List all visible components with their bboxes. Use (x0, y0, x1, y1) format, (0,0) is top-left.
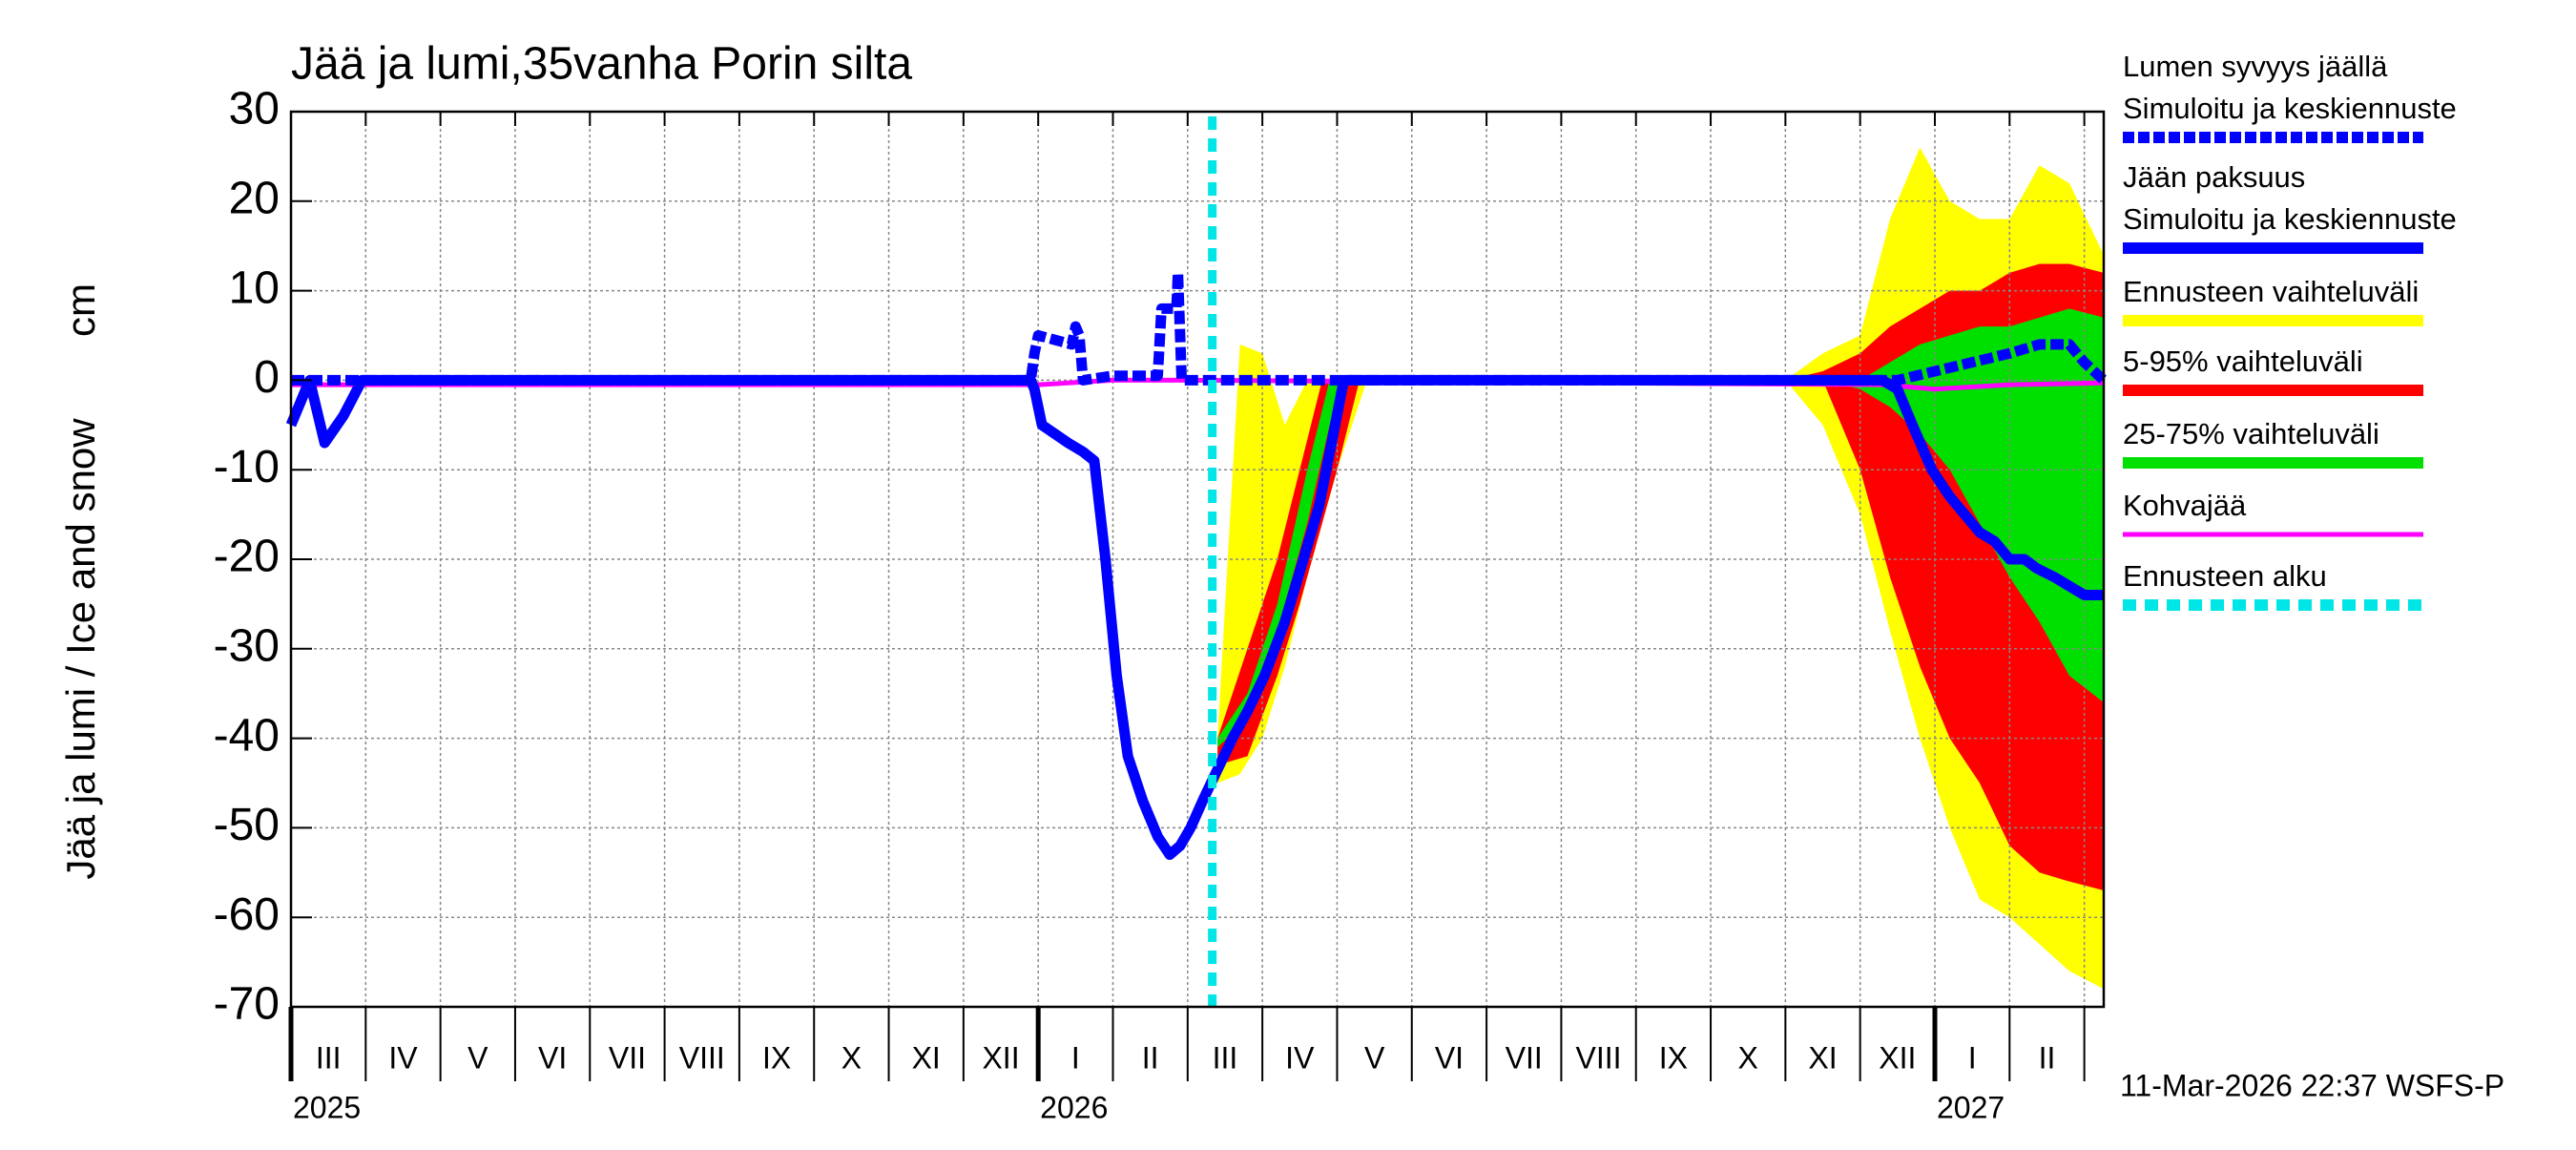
y-axis-unit: cm (58, 283, 103, 337)
y-tick-label: -20 (214, 532, 280, 582)
x-tick-label: II (2039, 1040, 2056, 1075)
legend-label: Simuloitu ja keskiennuste (2123, 202, 2457, 236)
y-tick-label: 0 (254, 352, 280, 403)
plot-frame (289, 110, 2106, 1009)
legend: Lumen syvyys jäällä Simuloitu ja keskienn… (2123, 50, 2457, 611)
legend-label: Lumen syvyys jäällä (2123, 50, 2388, 83)
chart-title: Jää ja lumi,35vanha Porin silta (291, 39, 912, 90)
x-tick-label: XII (1879, 1040, 1916, 1075)
x-tick-label: VI (1435, 1040, 1464, 1075)
y-tick-label: -40 (214, 710, 280, 761)
year-label: 2025 (293, 1090, 361, 1124)
x-tick-label: II (1142, 1040, 1159, 1075)
year-label: 2027 (1937, 1090, 2005, 1124)
year-label: 2026 (1040, 1090, 1108, 1124)
x-tick-label: VII (1506, 1040, 1543, 1075)
x-tick-label: VI (538, 1040, 567, 1075)
x-tick-label: III (1213, 1040, 1238, 1075)
legend-label: 5-95% vaihteluväli (2123, 345, 2363, 378)
legend-label: Ennusteen alku (2123, 559, 2327, 593)
y-tick-label: -50 (214, 800, 280, 850)
x-tick-label: V (1364, 1040, 1385, 1075)
band-area (1217, 308, 2104, 747)
y-tick-label: -70 (214, 979, 280, 1030)
y-tick-label: -60 (214, 889, 280, 940)
y-tick-label: -10 (214, 442, 280, 492)
x-tick-label: I (1071, 1040, 1080, 1075)
x-tick-label: III (316, 1040, 342, 1075)
plot-area (285, 111, 2108, 1008)
x-tick-label: VIII (1576, 1040, 1622, 1075)
footer: 11-Mar-2026 22:37 WSFS-P (2120, 1068, 2504, 1102)
x-tick-label: XI (1808, 1040, 1837, 1075)
x-tick-label: IV (388, 1040, 418, 1075)
x-tick-label: XII (982, 1040, 1019, 1075)
legend-label: Simuloitu ja keskiennuste (2123, 92, 2457, 125)
y-tick-label: -30 (214, 620, 280, 671)
y-axis-label: Jää ja lumi / Ice and snow (58, 418, 103, 880)
x-tick-label: X (841, 1040, 862, 1075)
snow-line (291, 267, 2108, 386)
band-area (1217, 263, 2104, 891)
legend-label: Jään paksuus (2123, 160, 2305, 194)
x-tick-label: IX (762, 1040, 791, 1075)
x-tick-label: VII (609, 1040, 646, 1075)
y-tick-label: 10 (229, 262, 280, 313)
legend-label: Ennusteen vaihteluväli (2123, 275, 2419, 308)
legend-label: Kohvajää (2123, 489, 2247, 522)
x-tick-label: X (1738, 1040, 1758, 1075)
x-tick-label: I (1968, 1040, 1977, 1075)
x-tick-label: XI (912, 1040, 941, 1075)
ice-line (285, 374, 2104, 861)
legend-label: 25-75% vaihteluväli (2123, 417, 2379, 450)
x-tick-label: V (467, 1040, 488, 1075)
x-tick-label: IX (1659, 1040, 1688, 1075)
y-tick-label: 30 (229, 84, 280, 135)
y-tick-label: 20 (229, 173, 280, 223)
x-tick-label: IV (1285, 1040, 1315, 1075)
x-tick-label: VIII (679, 1040, 725, 1075)
